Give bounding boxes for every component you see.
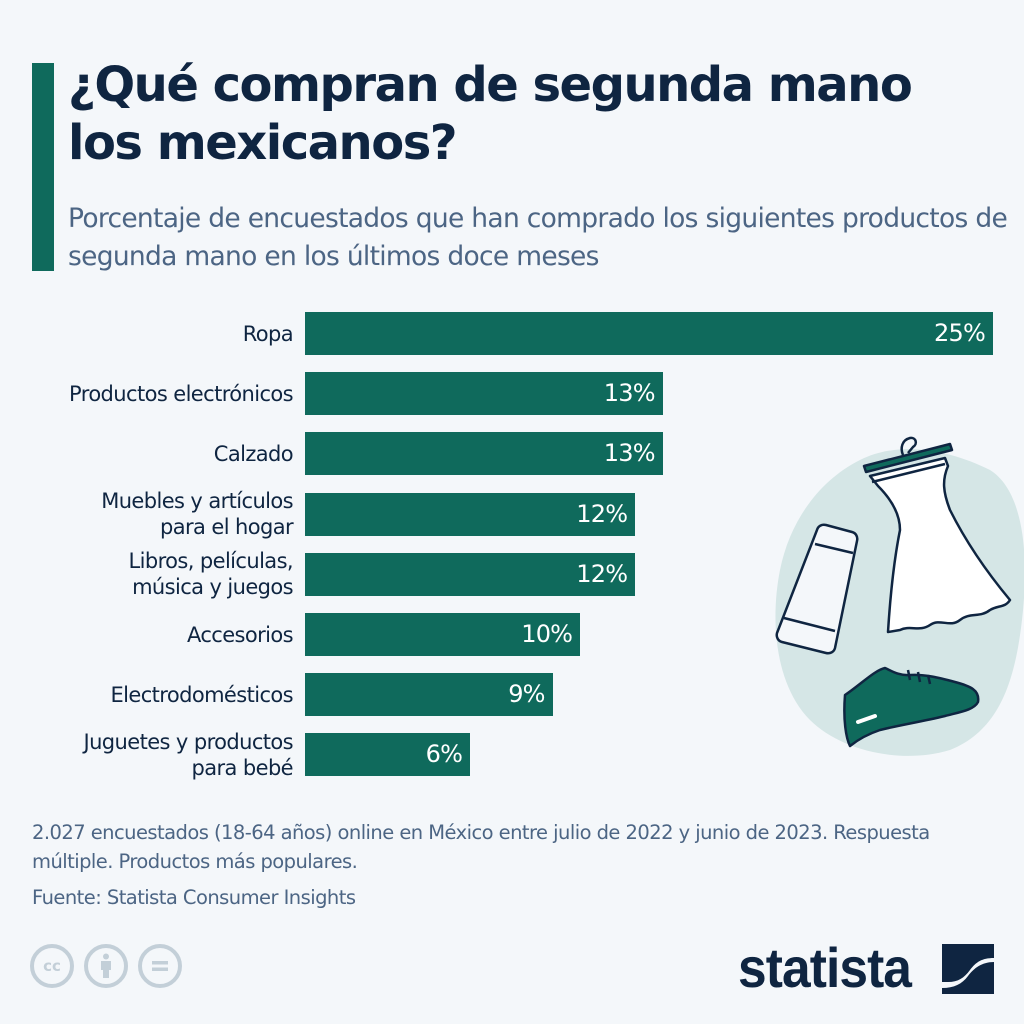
cc-label: cc [43, 957, 61, 975]
survey-note: 2.027 encuestados (18-64 años) online en… [32, 821, 930, 873]
bar-label: Productos electrónicos [69, 381, 294, 406]
illustration [775, 436, 1024, 756]
sneaker-icon [843, 666, 980, 748]
bar-label: Ropa [242, 321, 294, 346]
bar-value-label: 13% [603, 439, 656, 468]
statista-logo-mark-icon [942, 944, 994, 994]
bar-label: Electrodomésticos [110, 682, 293, 707]
chart-subtitle: Porcentaje de encuestados que han compra… [68, 203, 1008, 272]
license-icons: cc [30, 944, 182, 988]
bar-value-label: 13% [603, 379, 656, 408]
dress-icon [862, 436, 1012, 634]
bar: 12% [305, 552, 636, 596]
hanger-hook-icon [900, 436, 918, 456]
bar-value-label: 10% [521, 620, 573, 648]
bar-value-label: 25% [934, 319, 986, 347]
bar: 25% [305, 312, 993, 355]
bar-label: Calzado [213, 441, 294, 466]
bar-value-label: 12% [576, 559, 628, 588]
title-accent-bar [32, 63, 54, 271]
bar-label: Muebles y artículos para el hogar [101, 489, 293, 540]
bar: 6% [305, 733, 471, 777]
statista-wordmark: statista [738, 936, 912, 999]
bar-label: Juguetes y productos para bebé [83, 729, 294, 780]
bar: 13% [305, 372, 663, 416]
bar-value-label: 6% [425, 740, 463, 769]
bar-value-label: 12% [576, 499, 628, 528]
creative-commons-icon[interactable]: cc [30, 944, 74, 988]
chart-title: ¿Qué compran de segunda mano los mexican… [68, 57, 913, 171]
bar: 9% [305, 673, 553, 717]
no-derivatives-icon[interactable] [138, 944, 182, 988]
bar: 12% [305, 492, 636, 536]
bar-chart: Ropa 25% Productos electrónicos 13% Calzado 1… [69, 312, 993, 780]
bar-label: Libros, películas, música y juegos [128, 549, 294, 600]
smartphone-icon [775, 523, 859, 655]
person-icon [101, 953, 111, 978]
bar-value-label: 9% [508, 680, 545, 709]
bar: 13% [305, 432, 663, 476]
bar: 10% [305, 613, 581, 656]
equals-icon [152, 961, 168, 971]
hanger-bar-icon [862, 442, 954, 474]
attribution-icon[interactable] [84, 944, 128, 988]
bar-label: Accesorios [186, 622, 294, 647]
source-text: Fuente: Statista Consumer Insights [32, 886, 356, 909]
statista-logo[interactable]: statista [738, 938, 926, 998]
